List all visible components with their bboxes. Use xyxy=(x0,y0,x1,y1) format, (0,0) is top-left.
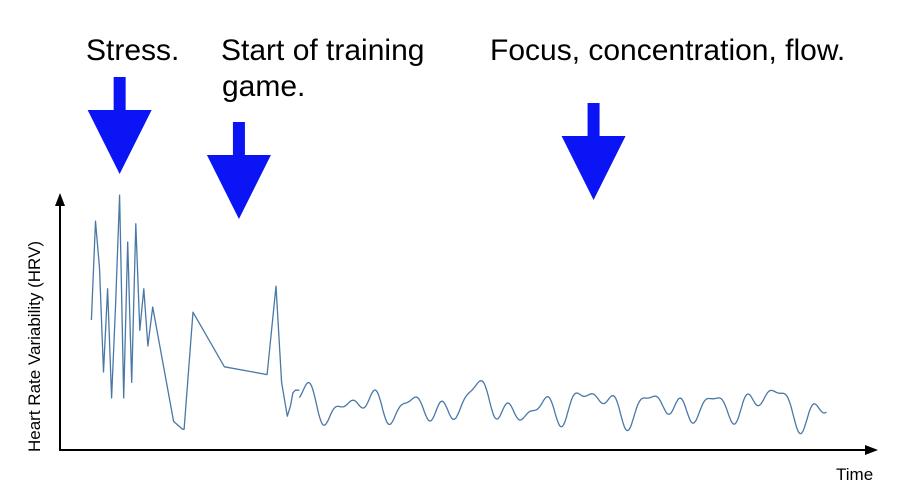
annotation-stress: Stress. xyxy=(86,34,180,67)
axes: Time Heart Rate Variability (HRV) xyxy=(25,193,878,484)
hrv-series xyxy=(90,194,827,435)
y-axis-arrowhead xyxy=(55,193,65,206)
annotation-arrows xyxy=(87,77,626,219)
annotation-start-of-training: Start of training xyxy=(221,34,425,67)
arrow-stress xyxy=(87,77,152,174)
x-axis-arrowhead xyxy=(865,445,878,455)
hrv-line-stress-phase xyxy=(90,194,300,430)
arrow-start-of-training xyxy=(206,122,271,219)
annotation-start-of-training-line2: game. xyxy=(222,70,306,103)
arrow-focus xyxy=(561,103,626,200)
y-axis-label: Heart Rate Variability (HRV) xyxy=(25,241,44,452)
annotation-focus: Focus, concentration, flow. xyxy=(490,34,846,67)
hrv-line-focus-phase xyxy=(298,380,827,435)
x-axis-label: Time xyxy=(836,465,873,484)
